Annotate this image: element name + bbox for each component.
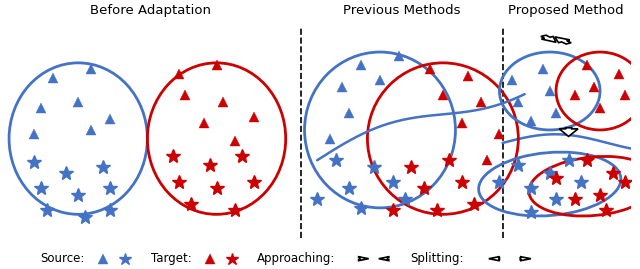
Text: Target:: Target:: [150, 252, 191, 265]
FancyArrow shape: [555, 37, 571, 44]
FancyArrow shape: [520, 257, 531, 261]
FancyArrow shape: [559, 128, 578, 136]
Text: Before Adaptation: Before Adaptation: [90, 4, 211, 17]
FancyArrow shape: [379, 257, 389, 261]
Text: Proposed Method: Proposed Method: [508, 4, 623, 17]
Text: Previous Methods: Previous Methods: [343, 4, 461, 17]
Text: Splitting:: Splitting:: [410, 252, 464, 265]
Text: Approaching:: Approaching:: [257, 252, 336, 265]
FancyArrow shape: [541, 35, 556, 42]
FancyArrow shape: [358, 257, 369, 261]
FancyArrow shape: [489, 257, 499, 261]
Text: Source:: Source:: [40, 252, 85, 265]
